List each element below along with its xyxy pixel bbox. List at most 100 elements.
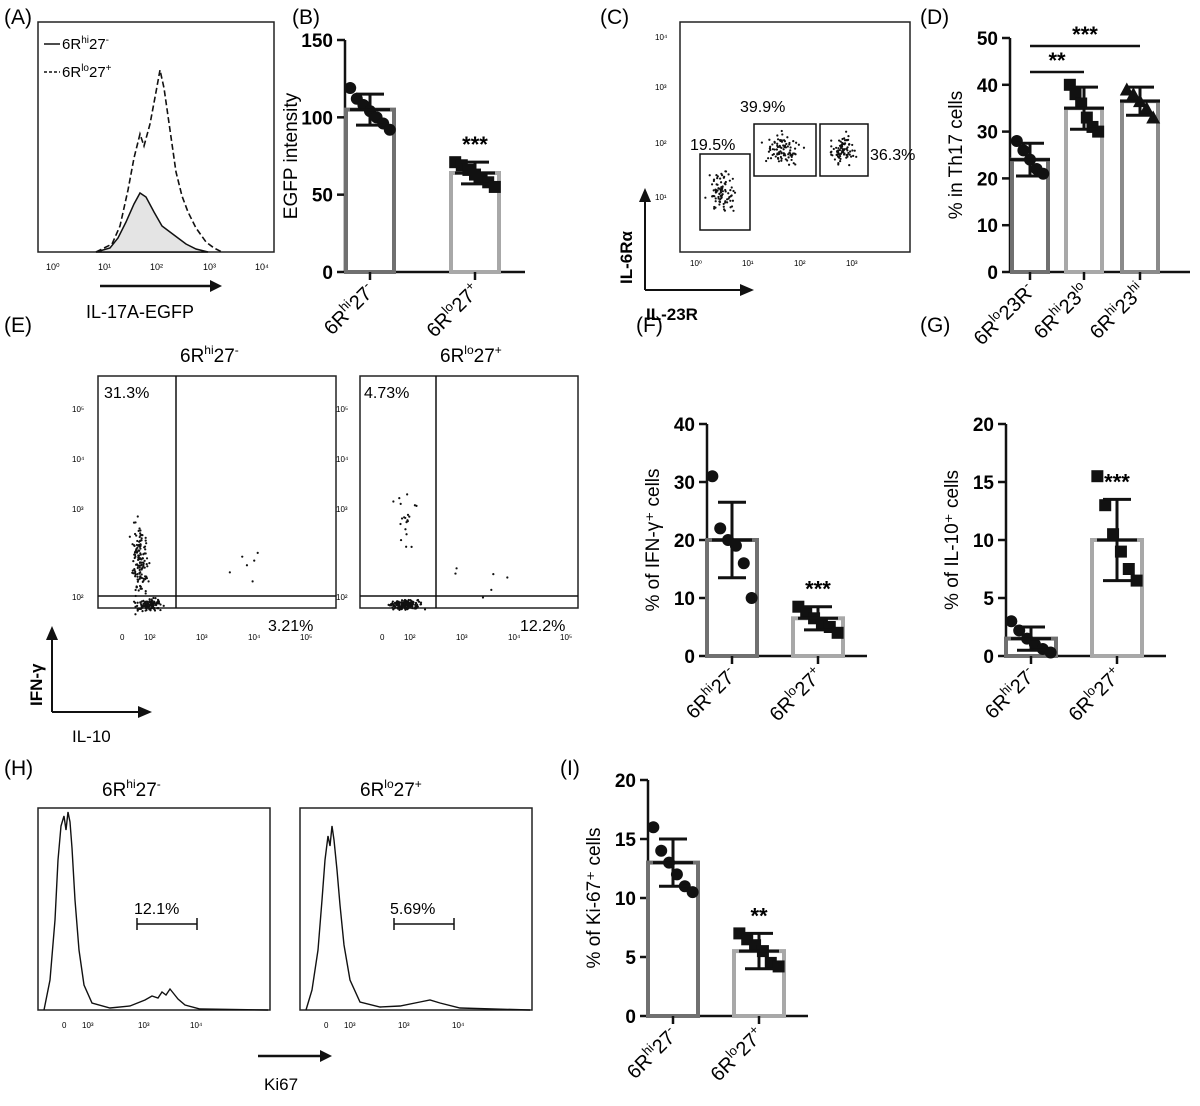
- y-tick-label: 10⁴: [655, 33, 668, 42]
- event-dot: [490, 588, 493, 591]
- event-dot: [726, 201, 729, 204]
- event-dot: [406, 601, 409, 605]
- event-dot: [718, 203, 721, 206]
- event-dot: [790, 155, 793, 158]
- y-tick-label: 20: [615, 771, 636, 792]
- event-dot: [408, 603, 411, 607]
- event-dot: [722, 208, 726, 211]
- event-dot: [406, 513, 410, 516]
- arrow-head-icon: [639, 188, 651, 202]
- x-tick-label: 10³: [138, 1021, 150, 1030]
- event-dot: [782, 148, 785, 151]
- event-dot: [839, 159, 842, 163]
- event-dot: [777, 160, 781, 163]
- event-dot: [138, 566, 141, 569]
- event-dot: [790, 158, 793, 162]
- event-dot: [145, 608, 148, 612]
- x-tick-label: 10⁰: [46, 262, 60, 272]
- event-dot: [704, 196, 707, 199]
- event-dot: [423, 608, 427, 611]
- event-dot: [410, 545, 413, 549]
- event-dot: [134, 571, 137, 575]
- gate-box: [819, 123, 869, 177]
- event-dot: [253, 559, 256, 562]
- event-dot: [140, 576, 144, 580]
- event-dot: [724, 183, 727, 186]
- significance-label: **: [1048, 48, 1066, 73]
- event-dot: [135, 586, 138, 589]
- legend-label-lo: 6Rlo27+: [62, 63, 112, 81]
- event-dot: [400, 517, 404, 520]
- event-dot: [256, 551, 259, 554]
- data-point: [655, 844, 668, 857]
- bar-chart-f: 0 10 20 30 40 % of IFN-γ⁺ cells 6Rhi27- *** 6Rlo…: [643, 415, 867, 726]
- event-dot: [139, 529, 142, 532]
- histogram-line: [305, 825, 531, 1011]
- event-dot: [845, 130, 848, 133]
- event-dot: [144, 539, 147, 542]
- gate-label: 39.9%: [740, 99, 785, 116]
- event-dot: [849, 150, 852, 153]
- event-dot: [830, 153, 833, 156]
- y-tick-label: 10: [977, 216, 998, 237]
- y-tick-label: 5: [625, 948, 636, 969]
- event-dot: [134, 605, 137, 608]
- y-tick-label: 0: [684, 647, 695, 668]
- event-dot: [852, 154, 855, 157]
- event-dot: [140, 568, 143, 571]
- event-dot: [731, 177, 734, 180]
- histogram-line: [43, 811, 269, 1011]
- event-dot: [134, 553, 137, 557]
- event-dot: [142, 562, 145, 565]
- event-dot: [392, 500, 395, 503]
- event-dot: [137, 549, 140, 552]
- event-dot: [138, 571, 141, 575]
- arrow-head-icon: [138, 706, 152, 718]
- data-point: [1017, 144, 1030, 157]
- event-dot: [162, 604, 165, 607]
- y-tick-label: 20: [973, 415, 994, 436]
- gate-label: 19.5%: [690, 137, 735, 154]
- event-dot: [774, 155, 777, 158]
- event-dot: [719, 177, 722, 180]
- event-dot: [767, 150, 771, 153]
- bar-chart-g: 0 5 10 15 20 % of IL-10⁺ cells 6Rhi27- *** 6Rlo2…: [942, 415, 1166, 726]
- y-axis-label: % of IL-10⁺ cells: [942, 470, 963, 610]
- y-tick-label: 0: [987, 263, 998, 284]
- event-dot: [406, 600, 409, 603]
- event-dot: [786, 136, 789, 139]
- data-point: [488, 180, 501, 193]
- event-dot: [769, 148, 772, 152]
- event-dot: [403, 603, 406, 606]
- event-dot: [769, 157, 773, 160]
- y-tick-label: 40: [674, 415, 695, 436]
- event-dot: [398, 601, 401, 604]
- event-dot: [729, 206, 732, 209]
- arrow-head-icon: [320, 1050, 332, 1062]
- event-dot: [724, 180, 727, 184]
- event-dot: [136, 564, 140, 567]
- event-dot: [723, 175, 726, 178]
- event-dot: [836, 155, 840, 158]
- event-dot: [143, 566, 146, 569]
- event-dot: [411, 607, 414, 610]
- event-dot: [765, 159, 768, 163]
- y-axis-label: % of Ki-67⁺ cells: [584, 828, 605, 969]
- arrow-head-icon: [740, 284, 754, 296]
- event-dot: [773, 141, 776, 144]
- event-dot: [772, 152, 775, 156]
- event-dot: [732, 209, 735, 212]
- event-dot: [830, 150, 833, 153]
- event-dot: [144, 536, 147, 539]
- event-dot: [713, 205, 716, 209]
- event-dot: [839, 152, 843, 155]
- panel-h-histograms: 6Rhi27- 6Rlo27+ 12.1% 5.69% 0 10³ 10³ 10…: [37, 777, 533, 1094]
- event-dot: [409, 598, 412, 602]
- x-axis-label: IL-17A-EGFP: [86, 302, 194, 322]
- y-tick-label: 40: [977, 76, 998, 97]
- plot-title: 6Rhi27-: [180, 343, 239, 367]
- category-label: 6Rhi27-: [318, 278, 380, 340]
- y-tick-label: 10³: [336, 505, 348, 514]
- event-dot: [141, 610, 144, 613]
